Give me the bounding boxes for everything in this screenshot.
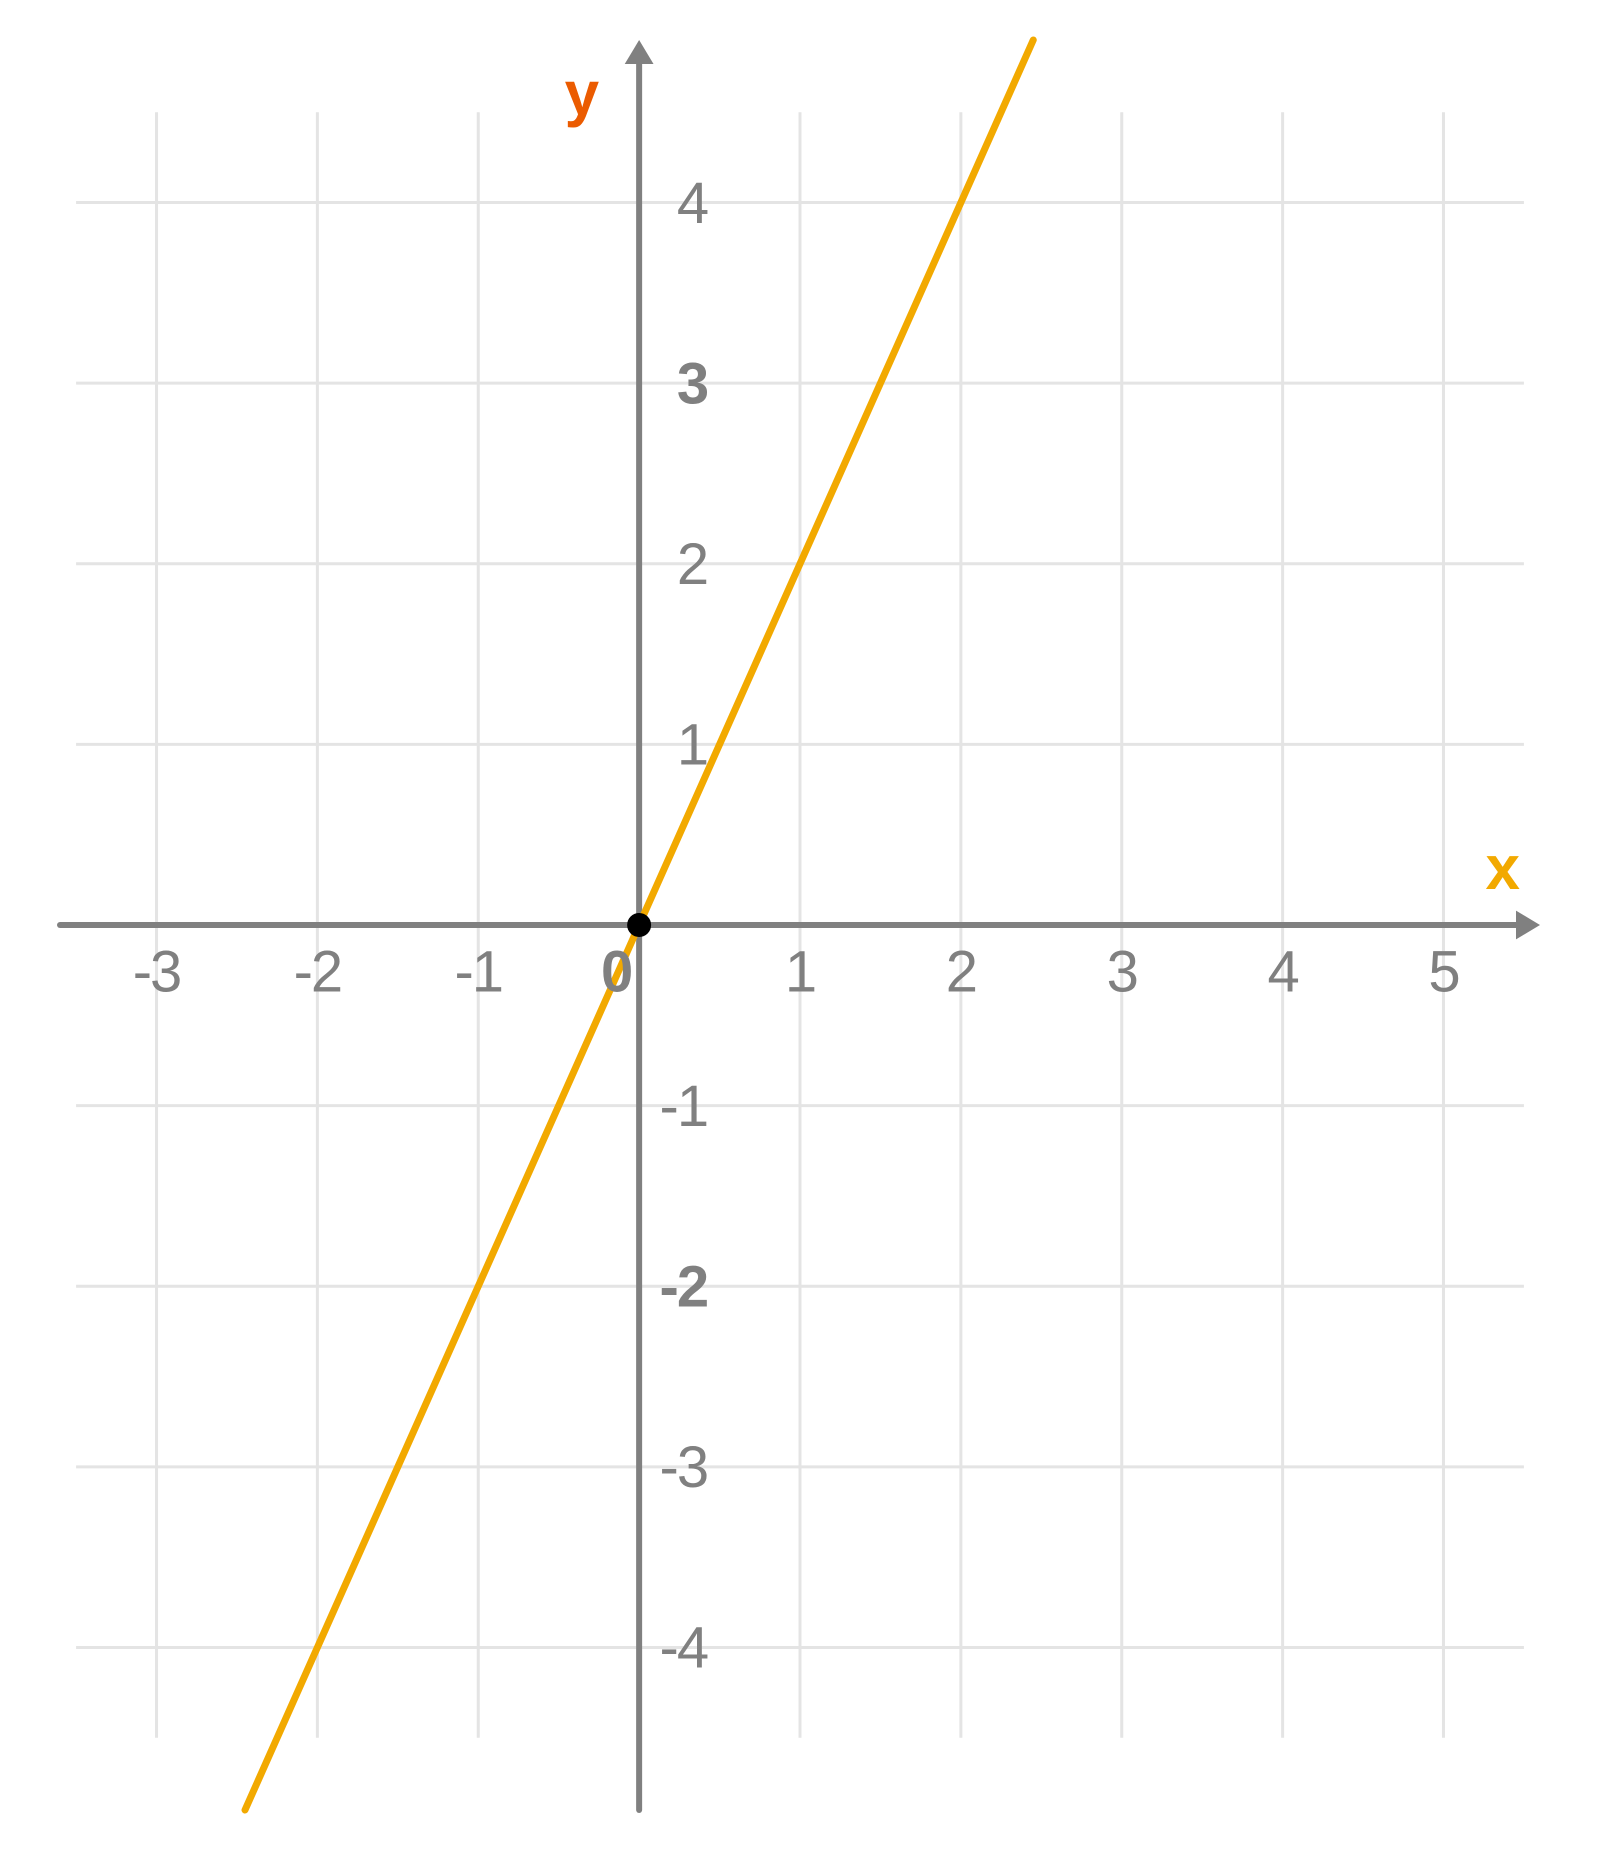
x-tick-label: 1 [785,940,815,1005]
x-tick-label: 2 [946,940,976,1005]
y-tick-label: 2 [677,532,707,597]
origin-point [627,913,651,937]
x-tick-label: 5 [1428,940,1458,1005]
origin-label: 0 [601,940,633,1005]
linear-chart: -3 -2 -1 1 2 3 4 5 0 -4 -3 -2 -1 1 2 3 4 y x [0,0,1600,1850]
x-tick-label: -2 [294,940,342,1005]
y-tick-label: -4 [660,1616,708,1681]
x-tick-label: -3 [133,940,181,1005]
x-tick-label: -1 [454,940,502,1005]
y-axis-label: y [565,59,600,128]
y-tick-label: 1 [677,713,707,778]
y-tick-label: 4 [677,171,708,236]
chart-svg: -3 -2 -1 1 2 3 4 5 0 -4 -3 -2 -1 1 2 3 4 y x [0,0,1600,1850]
y-tick-label: -3 [660,1435,708,1500]
y-tick-label: -2 [660,1255,708,1320]
y-tick-label: 3 [677,351,708,416]
x-tick-label: 3 [1107,940,1137,1005]
x-tick-label: 4 [1267,940,1298,1005]
y-tick-label: -1 [660,1074,708,1139]
x-axis-label: x [1486,834,1521,903]
